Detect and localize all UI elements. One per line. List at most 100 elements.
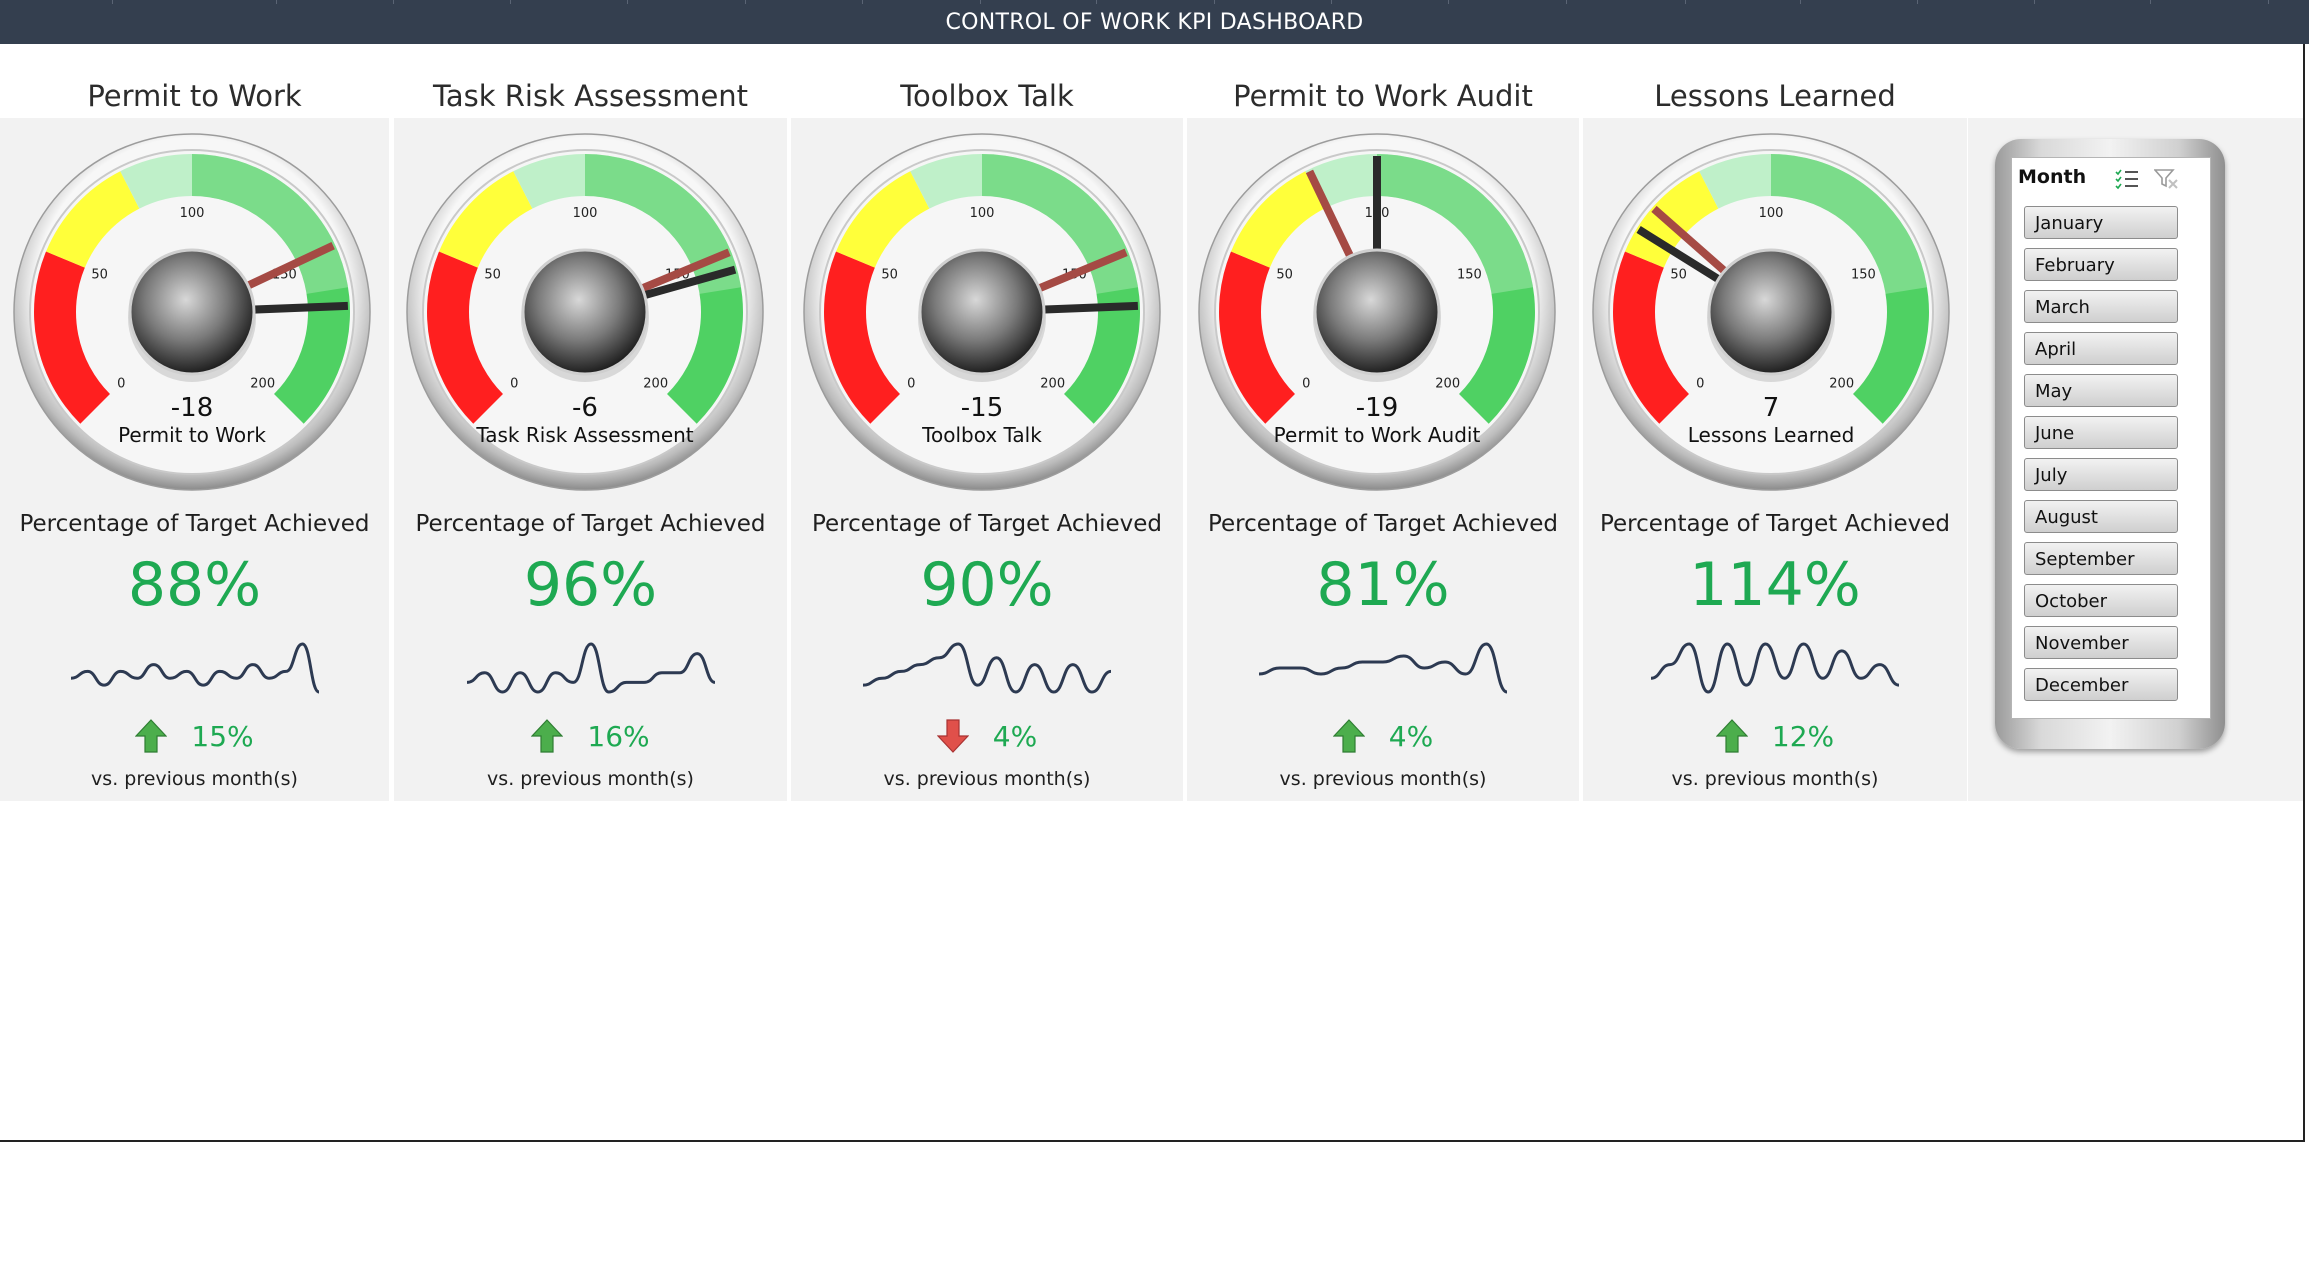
month-button-november[interactable]: November <box>2024 626 2178 659</box>
gauge-band <box>427 251 503 424</box>
vs-previous-label: vs. previous month(s) <box>1279 768 1487 790</box>
gauge-label: Toolbox Talk <box>921 423 1042 447</box>
vs-previous-label: vs. previous month(s) <box>487 768 694 790</box>
gauge-hub <box>1707 248 1835 376</box>
gauge-label: Task Risk Assessment <box>475 423 693 447</box>
gauge-tick-label: 200 <box>1040 377 1065 392</box>
pct-target-label: Percentage of Target Achieved <box>415 511 766 537</box>
vs-previous-label: vs. previous month(s) <box>91 768 298 790</box>
trend-value: 4% <box>992 719 1038 753</box>
sparkline-line <box>466 642 716 694</box>
month-button-june[interactable]: June <box>2024 416 2178 449</box>
slicer-title: Month <box>2018 166 2087 188</box>
trend-indicator: 12% <box>1583 718 1967 754</box>
month-button-july[interactable]: July <box>2024 458 2178 491</box>
gauge-band <box>439 171 533 268</box>
gauge-tick-label: 100 <box>970 206 995 221</box>
vs-previous-label: vs. previous month(s) <box>883 768 1091 790</box>
gauge-value: -6 <box>572 393 598 423</box>
trend-value: 16% <box>587 719 650 753</box>
gauge-tick-label: 200 <box>643 377 668 392</box>
gauge-tick-label: 50 <box>484 268 501 283</box>
gauge-band-highlight <box>982 154 1139 294</box>
gauge-tick-label: 200 <box>1829 377 1854 392</box>
gauge-tick-label: 0 <box>1696 377 1704 392</box>
gauge-tick-label: 200 <box>250 377 275 392</box>
sparkline-line <box>1650 642 1900 694</box>
gauge-band <box>836 171 930 268</box>
kpi-title: Task Risk Assessment <box>432 79 749 113</box>
sheet-border-bottom <box>0 1140 2305 1142</box>
kpi-title: Toolbox Talk <box>900 79 1074 113</box>
pct-target-label: Percentage of Target Achieved <box>1207 511 1559 537</box>
sparkline-line <box>862 642 1112 694</box>
trend-indicator: 4% <box>791 718 1183 754</box>
gauge-band <box>192 154 351 424</box>
month-button-may[interactable]: May <box>2024 374 2178 407</box>
month-button-december[interactable]: December <box>2024 668 2178 701</box>
gauge-tick-label: 200 <box>1435 377 1460 392</box>
gauge-label: Lessons Learned <box>1688 423 1855 447</box>
trend-value: 15% <box>191 719 254 753</box>
month-button-august[interactable]: August <box>2024 500 2178 533</box>
gauge-value: -15 <box>961 393 1003 423</box>
month-button-february[interactable]: February <box>2024 248 2178 281</box>
trend-indicator: 15% <box>0 718 389 754</box>
header-gridline <box>745 0 746 4</box>
gauge-band-highlight <box>1377 154 1534 294</box>
sparkline <box>862 642 1112 694</box>
month-button-september[interactable]: September <box>2024 542 2178 575</box>
header-gridline <box>2150 0 2151 4</box>
header-gridline <box>627 0 628 4</box>
clear-filter-icon[interactable] <box>2154 168 2180 190</box>
gauge-hub <box>918 248 1046 376</box>
arrow-up-icon <box>1332 719 1365 753</box>
pct-target-value: 96% <box>523 550 658 620</box>
slicer-body: Month January February March April May June Ju… <box>2011 157 2211 719</box>
sparkline-line <box>1258 642 1508 694</box>
multi-select-icon[interactable] <box>2114 168 2140 190</box>
gauge-tick-label: 100 <box>1759 206 1784 221</box>
sparkline <box>466 642 716 694</box>
gauge-tick-label: 150 <box>1457 268 1482 283</box>
month-button-october[interactable]: October <box>2024 584 2178 617</box>
header-gridline <box>2268 0 2269 4</box>
gauge-tick-label: 100 <box>573 206 598 221</box>
pct-target-value: 114% <box>1689 550 1861 620</box>
gauge-tick-label: 100 <box>180 206 205 221</box>
vs-previous-label: vs. previous month(s) <box>1671 768 1879 790</box>
month-button-march[interactable]: March <box>2024 290 2178 323</box>
trend-indicator: 4% <box>1187 718 1579 754</box>
pct-target-label: Percentage of Target Achieved <box>811 511 1163 537</box>
pct-target-label: Percentage of Target Achieved <box>1599 511 1951 537</box>
gauge-hub <box>128 248 256 376</box>
trend-value: 12% <box>1771 719 1835 753</box>
arrow-up-icon <box>1715 719 1748 753</box>
trend-value: 4% <box>1388 719 1434 753</box>
header-gridline <box>1800 0 1801 4</box>
header-gridline <box>393 0 394 4</box>
sparkline <box>1650 642 1900 694</box>
gauge-band-highlight <box>1771 154 1928 294</box>
gauge-band <box>982 154 1140 424</box>
gauge-hub <box>521 248 649 376</box>
gauge-value: -19 <box>1356 393 1398 423</box>
gauge-tick-label: 0 <box>1302 377 1310 392</box>
month-button-april[interactable]: April <box>2024 332 2178 365</box>
dashboard-title: CONTROL OF WORK KPI DASHBOARD <box>945 9 1364 35</box>
sparkline-line <box>70 642 320 694</box>
gauge-band <box>1771 154 1929 424</box>
kpi-title: Permit to Work <box>87 79 302 113</box>
pct-target-value: 81% <box>1316 550 1450 620</box>
sparkline <box>1258 642 1508 694</box>
month-button-january[interactable]: January <box>2024 206 2178 239</box>
slicer-header: Month <box>2012 158 2210 196</box>
gauge-band <box>1699 154 1771 209</box>
header-gridline <box>1917 0 1918 4</box>
kpi-title: Permit to Work Audit <box>1233 79 1533 113</box>
